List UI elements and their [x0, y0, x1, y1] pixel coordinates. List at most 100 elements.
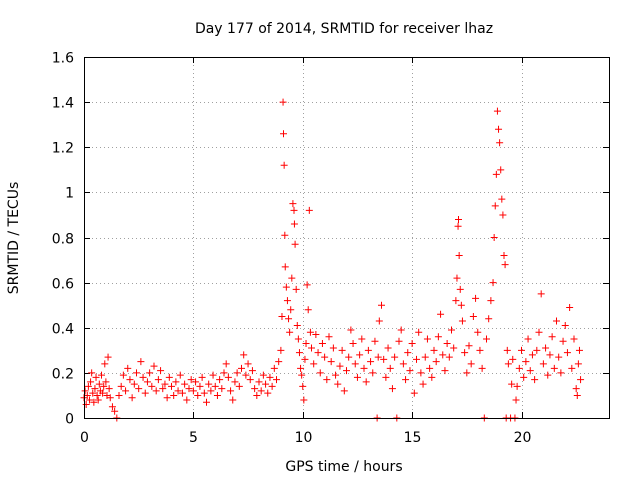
data-point [308, 344, 315, 352]
data-point [503, 346, 511, 354]
data-point [417, 369, 425, 377]
data-point [323, 376, 331, 384]
data-point [203, 398, 210, 406]
data-point [283, 297, 291, 305]
data-point [172, 378, 180, 386]
y-tick-label: 1.6 [52, 51, 74, 67]
data-point [174, 387, 182, 395]
data-point [105, 385, 113, 393]
data-point [297, 364, 305, 372]
data-point [268, 382, 276, 390]
data-point [548, 333, 556, 341]
data-point [306, 328, 314, 336]
y-tick-label: 1.2 [52, 141, 74, 157]
data-point [485, 315, 493, 323]
data-point [95, 380, 103, 388]
data-point [294, 335, 302, 343]
data-point [336, 362, 344, 370]
data-point [117, 382, 125, 390]
data-point [163, 394, 171, 402]
data-point [509, 355, 517, 363]
data-point [364, 346, 372, 354]
data-point [211, 382, 219, 390]
data-point [141, 389, 149, 397]
data-point [273, 376, 280, 384]
x-axis-label: GPS time / hours [285, 459, 402, 475]
data-point [434, 333, 442, 341]
data-point [430, 346, 438, 354]
data-point [85, 396, 93, 404]
data-point [542, 344, 550, 352]
data-point [218, 385, 226, 393]
y-axis-label: SRMTID / TECUs [6, 182, 22, 295]
data-point [89, 389, 97, 397]
data-point [492, 170, 500, 178]
data-point [378, 301, 385, 309]
data-point [104, 353, 112, 361]
data-point [154, 376, 162, 384]
y-tick-label: 0 [65, 412, 74, 428]
data-point [493, 107, 501, 115]
x-tick-label: 15 [404, 430, 422, 446]
data-point [553, 317, 560, 325]
data-point [526, 367, 534, 375]
data-point [374, 353, 382, 361]
data-point [119, 371, 127, 379]
data-point [100, 382, 108, 390]
data-point [130, 380, 138, 388]
data-point [259, 371, 267, 379]
data-point [499, 211, 507, 219]
data-point [139, 373, 147, 381]
y-tick-label: 1.4 [52, 96, 74, 112]
data-point [345, 353, 353, 361]
data-point [371, 337, 379, 345]
data-point [216, 376, 224, 384]
data-point [395, 337, 403, 345]
data-point [465, 342, 473, 350]
x-tick-label: 20 [514, 430, 532, 446]
data-point [384, 344, 392, 352]
data-point [146, 369, 154, 377]
data-point [285, 315, 293, 323]
data-point [301, 355, 309, 363]
data-point [343, 367, 350, 375]
data-point [178, 389, 186, 397]
data-point [340, 387, 348, 395]
data-point [563, 349, 571, 357]
data-point [522, 358, 530, 366]
data-point [220, 369, 228, 377]
data-point [122, 387, 130, 395]
data-point [495, 125, 503, 133]
y-tick-label: 1 [65, 186, 74, 202]
data-point [450, 344, 458, 352]
data-point [439, 351, 447, 359]
data-point [302, 340, 310, 348]
data-point [358, 335, 366, 343]
data-point [108, 403, 116, 411]
data-point [106, 394, 114, 402]
data-point [205, 380, 213, 388]
data-point [515, 364, 523, 372]
data-point [275, 358, 283, 366]
data-point [332, 371, 340, 379]
data-point [472, 294, 480, 302]
data-point [183, 396, 191, 404]
data-point [292, 285, 300, 293]
data-point [310, 360, 318, 368]
data-point [93, 391, 101, 399]
data-point [318, 340, 326, 348]
data-point [207, 387, 215, 395]
data-point [165, 373, 173, 381]
data-point [168, 382, 175, 390]
data-point [82, 400, 90, 408]
data-point [455, 252, 463, 260]
data-point [213, 391, 221, 399]
data-point [198, 373, 206, 381]
data-point [196, 382, 204, 390]
data-point [426, 364, 434, 372]
data-point [544, 371, 552, 379]
data-point [402, 376, 410, 384]
data-point [423, 335, 431, 343]
data-point [513, 382, 521, 390]
data-point [128, 394, 136, 402]
